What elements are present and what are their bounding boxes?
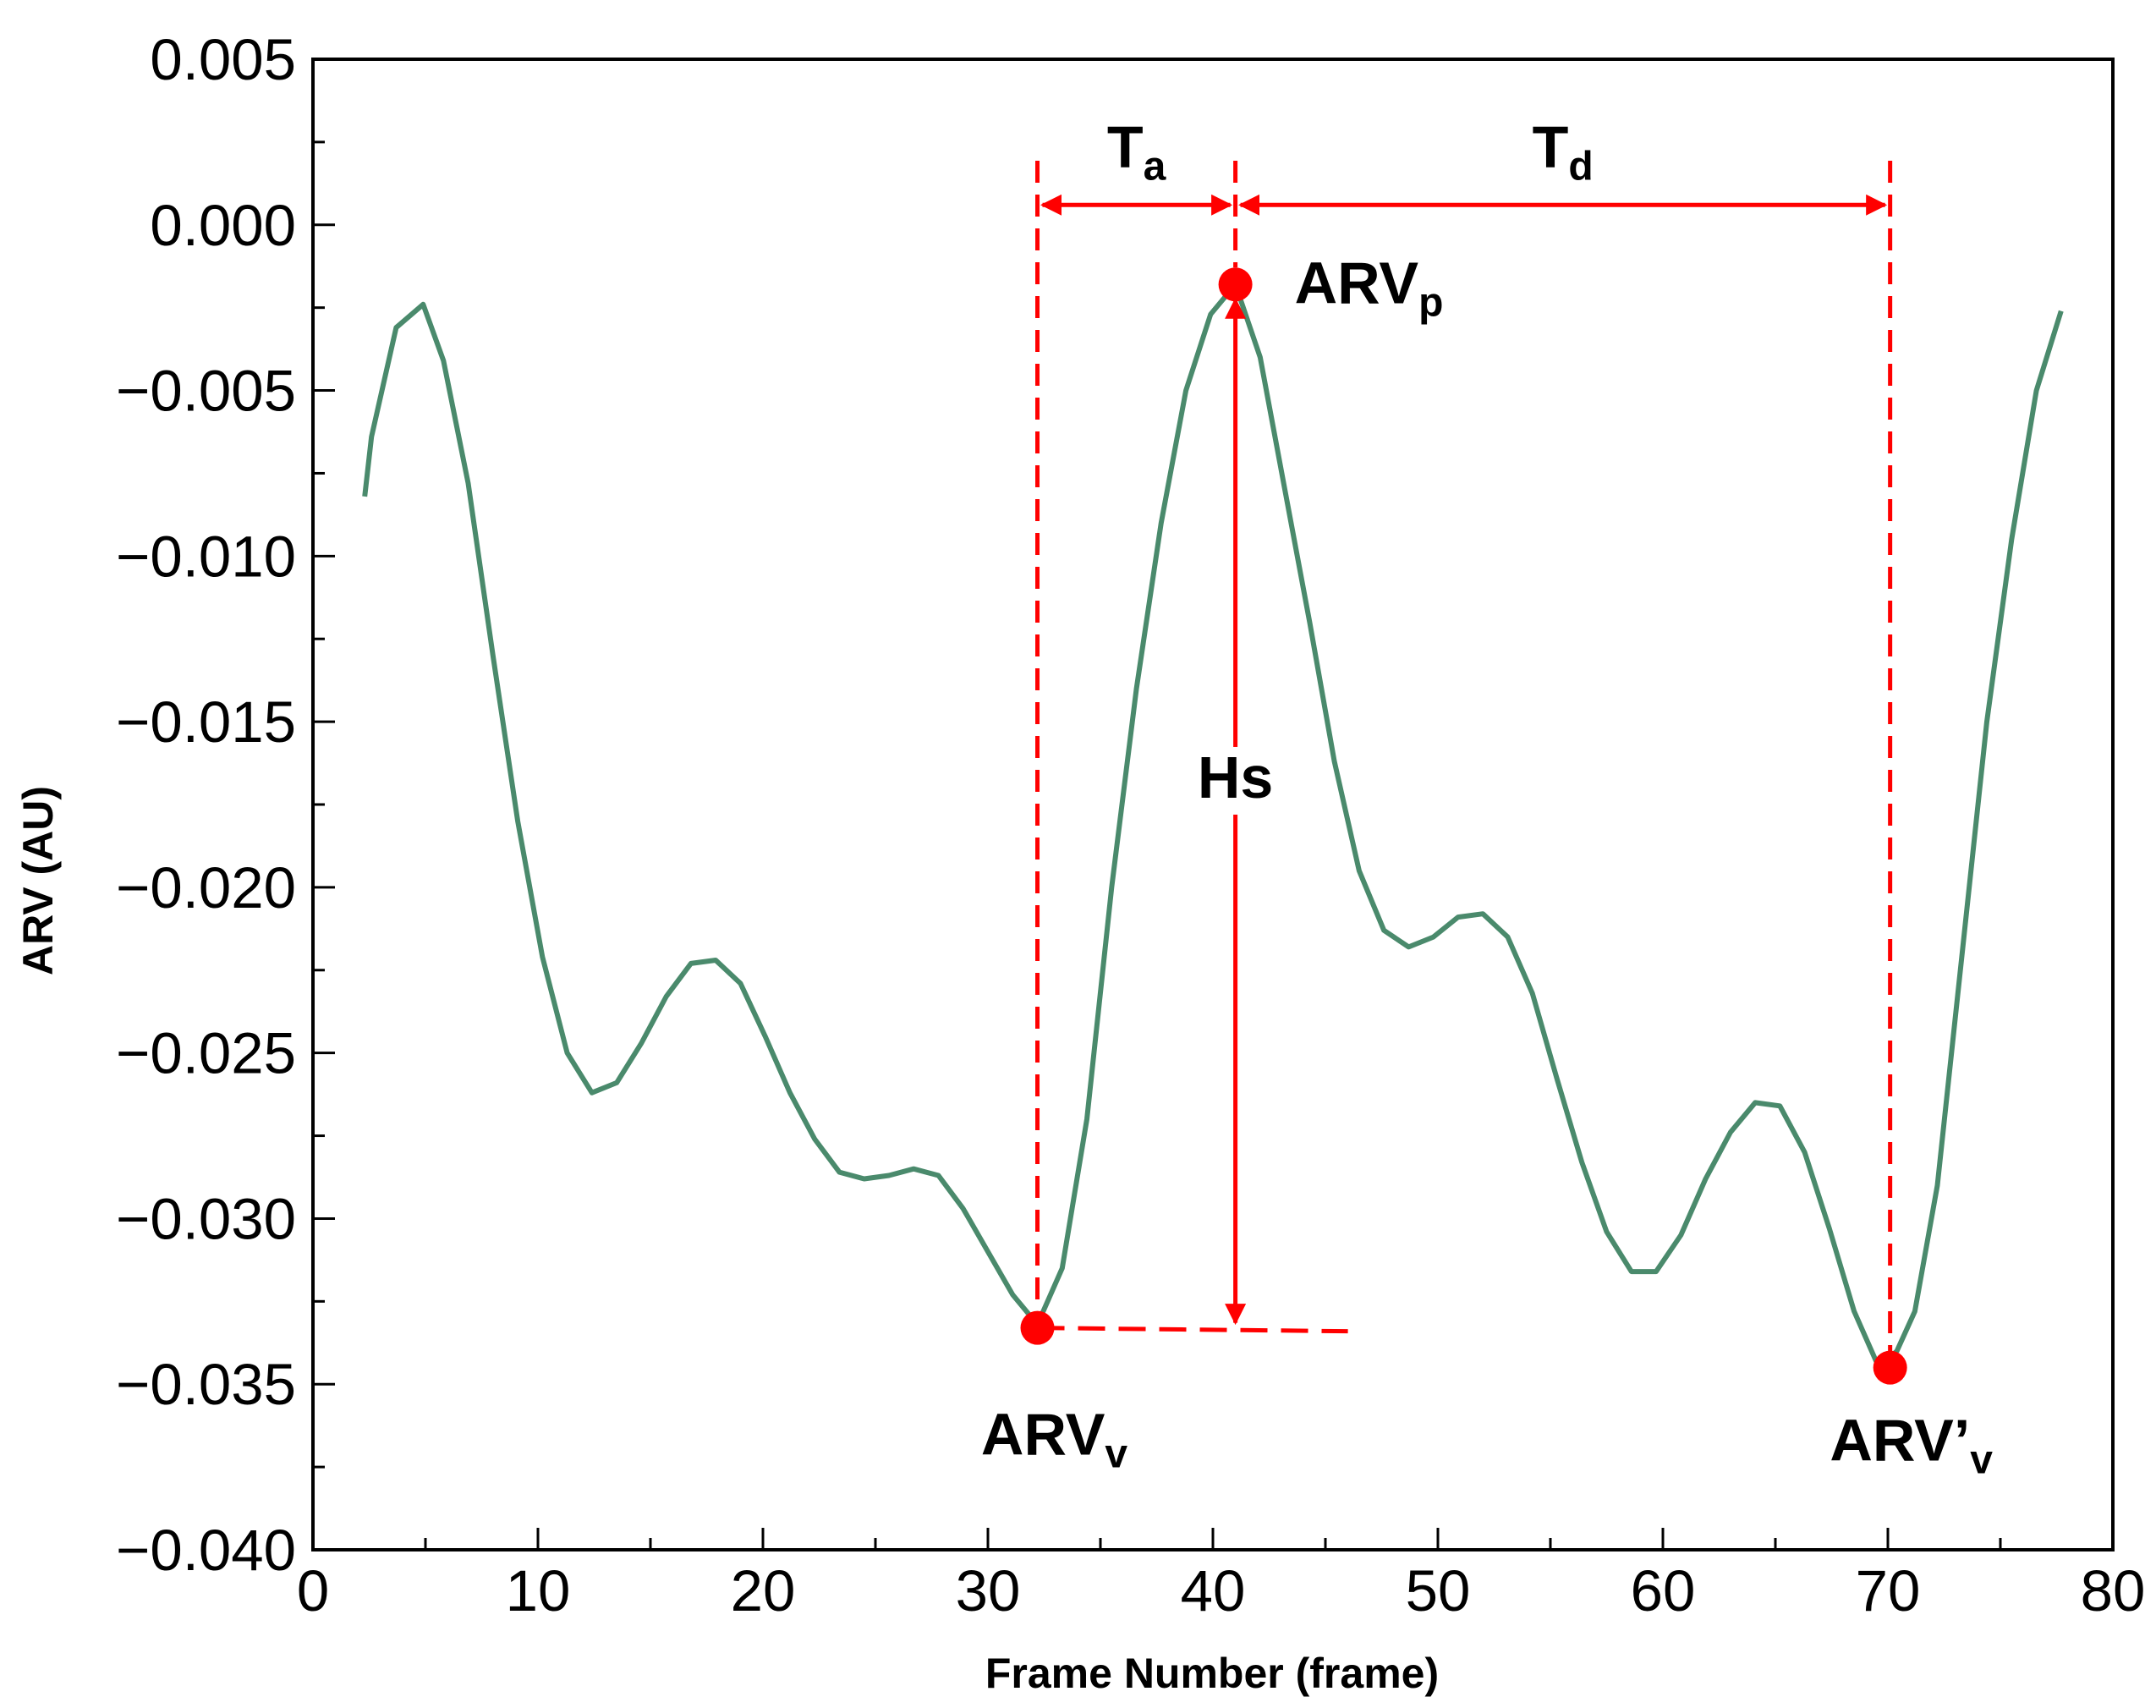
x-tick-label: 70 [1856,1558,1921,1623]
x-tick-label: 0 [297,1558,329,1623]
valley-point-marker [1020,1310,1055,1345]
hs-label-backing [1184,746,1286,815]
x-tick-label: 50 [1406,1558,1471,1623]
peak-point-marker [1218,267,1253,302]
y-tick-label: −0.010 [116,524,296,589]
x-tick-label: 60 [1631,1558,1696,1623]
second-valley-point-label: ARV’v [1830,1408,1993,1483]
y-tick-label: −0.040 [116,1518,296,1583]
y-tick-label: −0.020 [116,855,296,920]
y-tick-label: −0.015 [116,689,296,755]
annotation-layer: Ta Td ARVp ARVv ARV’v Hs [981,113,1993,1482]
peak-point-label: ARVp [1295,250,1444,325]
y-tick-label: 0.005 [150,27,296,92]
second-valley-point-marker [1873,1350,1907,1385]
x-axis-title: Frame Number (frame) [985,1650,1439,1697]
ta-label: Ta [1107,113,1166,189]
y-tick-label: −0.035 [116,1352,296,1417]
valley-point-label: ARVv [981,1402,1128,1477]
x-axis-ticks: 0 10 20 30 40 50 60 70 80 [297,1528,2146,1623]
x-tick-label: 30 [956,1558,1021,1623]
valley-baseline [1037,1326,1348,1334]
y-tick-label: −0.025 [116,1021,296,1086]
series-layer [362,282,2064,1370]
hs-label: Hs [1198,744,1273,810]
y-tick-label: 0.000 [150,193,296,258]
y-axis-title: ARV (AU) [14,786,62,975]
x-tick-label: 80 [2081,1558,2146,1623]
x-tick-label: 10 [506,1558,571,1623]
x-tick-label: 40 [1181,1558,1246,1623]
y-tick-label: −0.005 [116,359,296,424]
y-axis-ticks: 0.005 0.000 −0.005 −0.010 −0.015 −0.020 −0.025… [116,27,335,1583]
td-label: Td [1533,113,1594,189]
series-line-arv [362,282,2064,1370]
y-tick-label: −0.030 [116,1186,296,1251]
x-tick-label: 20 [731,1558,796,1623]
